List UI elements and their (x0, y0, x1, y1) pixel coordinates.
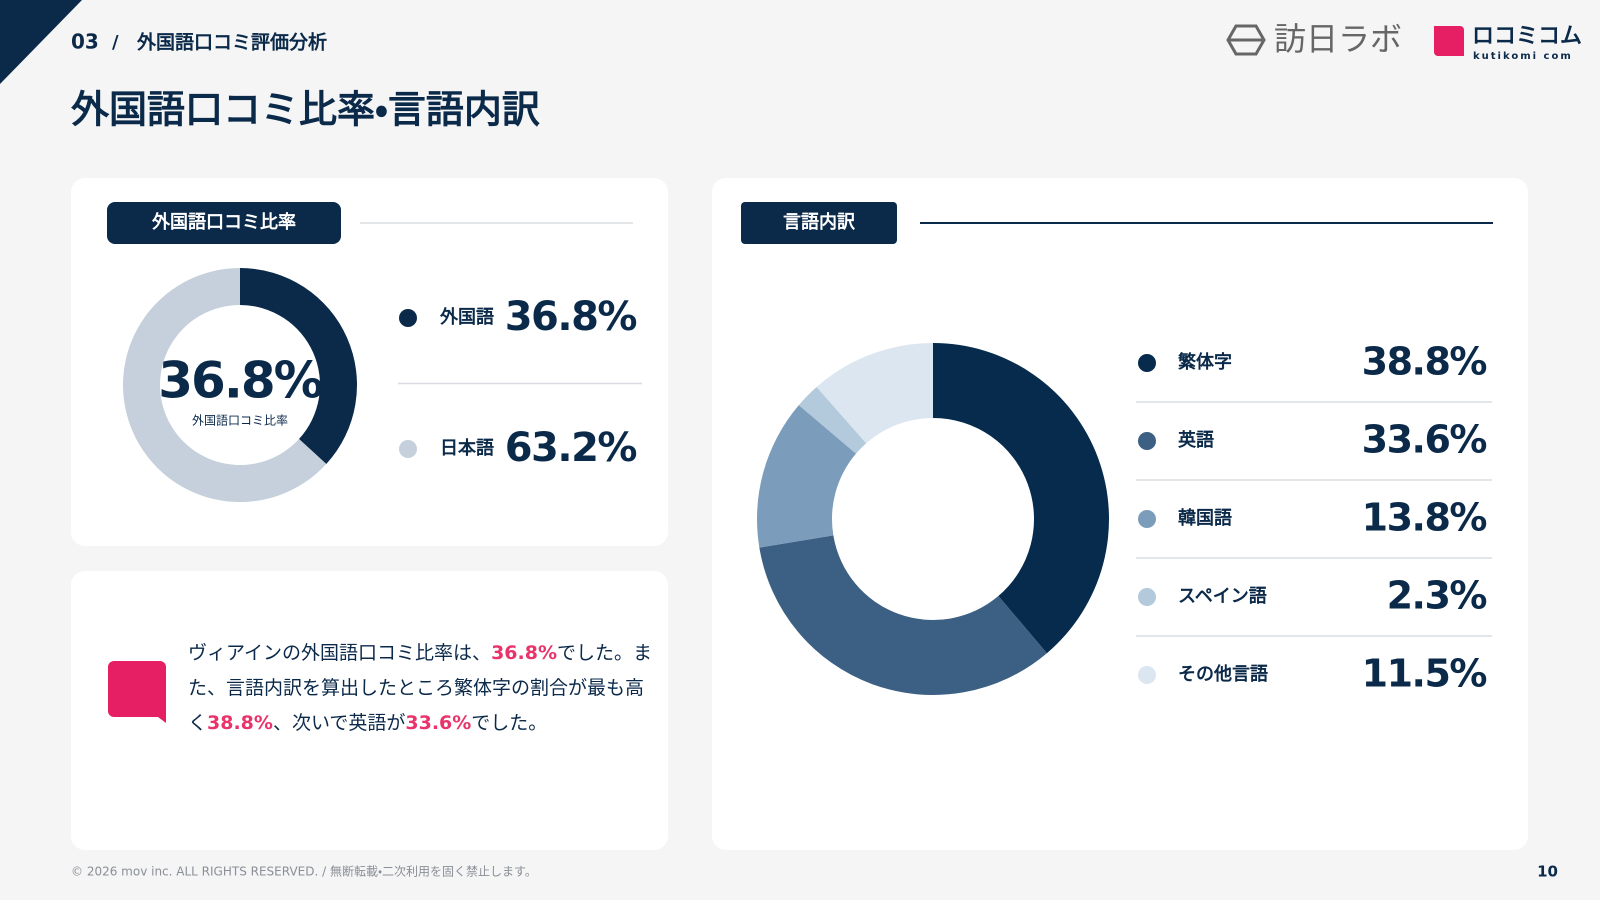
legend-dot (399, 309, 417, 327)
legend-label: その他言語 (1178, 663, 1268, 685)
legend-dot (1138, 354, 1156, 372)
legend-label: 日本語 (440, 437, 494, 459)
copyright: © 2026 mov inc. ALL RIGHTS RESERVED. / 無… (71, 864, 537, 879)
legend-dot (1138, 588, 1156, 606)
summary-segment: でした。また、言語内訳を算出したところ繁体字の割合が最も高く (188, 642, 652, 734)
section-label: 外国語口コミ比率 (151, 211, 296, 233)
legend-label: 外国語 (439, 306, 494, 328)
highlight: 38.8% (207, 712, 273, 734)
separator: / (112, 32, 119, 53)
legend-label: スペイン語 (1178, 586, 1267, 607)
section-pill (741, 202, 897, 244)
summary-text: ヴィアインの外国語口コミ比率は、36.8%でした。また、言語内訳を算出したところ… (188, 636, 656, 741)
donut-slice (933, 343, 1110, 654)
donut-center-value: 36.8% (158, 352, 322, 410)
legend-label: 英語 (1177, 429, 1214, 451)
corner-accent (0, 0, 82, 84)
breadcrumb: 外国語口コミ評価分析 (136, 31, 327, 54)
summary-segment: ヴィアインの外国語口コミ比率は、 (188, 642, 492, 664)
legend-label: 繁体字 (1178, 351, 1232, 373)
page-number: 10 (1537, 863, 1558, 881)
legend-value: 33.6% (1362, 418, 1487, 462)
donut-slice (798, 386, 867, 454)
highlight: 36.8% (491, 642, 557, 664)
section-number: 03 (71, 30, 99, 54)
legend-dot (1138, 510, 1156, 528)
summary-segment: 、次いで英語が (272, 712, 406, 734)
legend-value: 63.2% (505, 425, 637, 471)
summary-segment: でした。 (471, 712, 548, 734)
legend-value: 11.5% (1362, 652, 1487, 696)
donut-slice (759, 535, 1047, 696)
logo-text: ロコミコム (1472, 24, 1582, 49)
logo-houniti: 訪日ラボ (1226, 20, 1402, 58)
section-pill (107, 202, 341, 244)
legend-value: 2.3% (1387, 574, 1487, 618)
logo-subtext: kutikomi com (1473, 51, 1573, 62)
donut-slice (240, 268, 357, 465)
legend-value: 13.8% (1362, 496, 1487, 540)
legend-label: 韓国語 (1178, 507, 1232, 529)
card (71, 571, 668, 850)
comment-icon (108, 661, 166, 723)
legend-value: 38.8% (1362, 340, 1487, 384)
section-label: 言語内訳 (783, 211, 856, 233)
legend-value: 36.8% (505, 294, 637, 340)
legend-dot (1138, 432, 1156, 450)
donut-slice (816, 343, 933, 444)
logo-kutikomi: ロコミコム kutikomi com (1434, 24, 1582, 62)
donut-slice (123, 268, 327, 502)
donut-slice (756, 405, 856, 548)
logo-text: 訪日ラボ (1274, 20, 1402, 58)
legend-dot (1138, 666, 1156, 684)
donut-center-label: 外国語口コミ比率 (192, 414, 288, 428)
highlight: 33.6% (405, 712, 472, 734)
legend-dot (399, 440, 417, 458)
page-title: 外国語口コミ比率・言語内訳 (71, 88, 540, 132)
